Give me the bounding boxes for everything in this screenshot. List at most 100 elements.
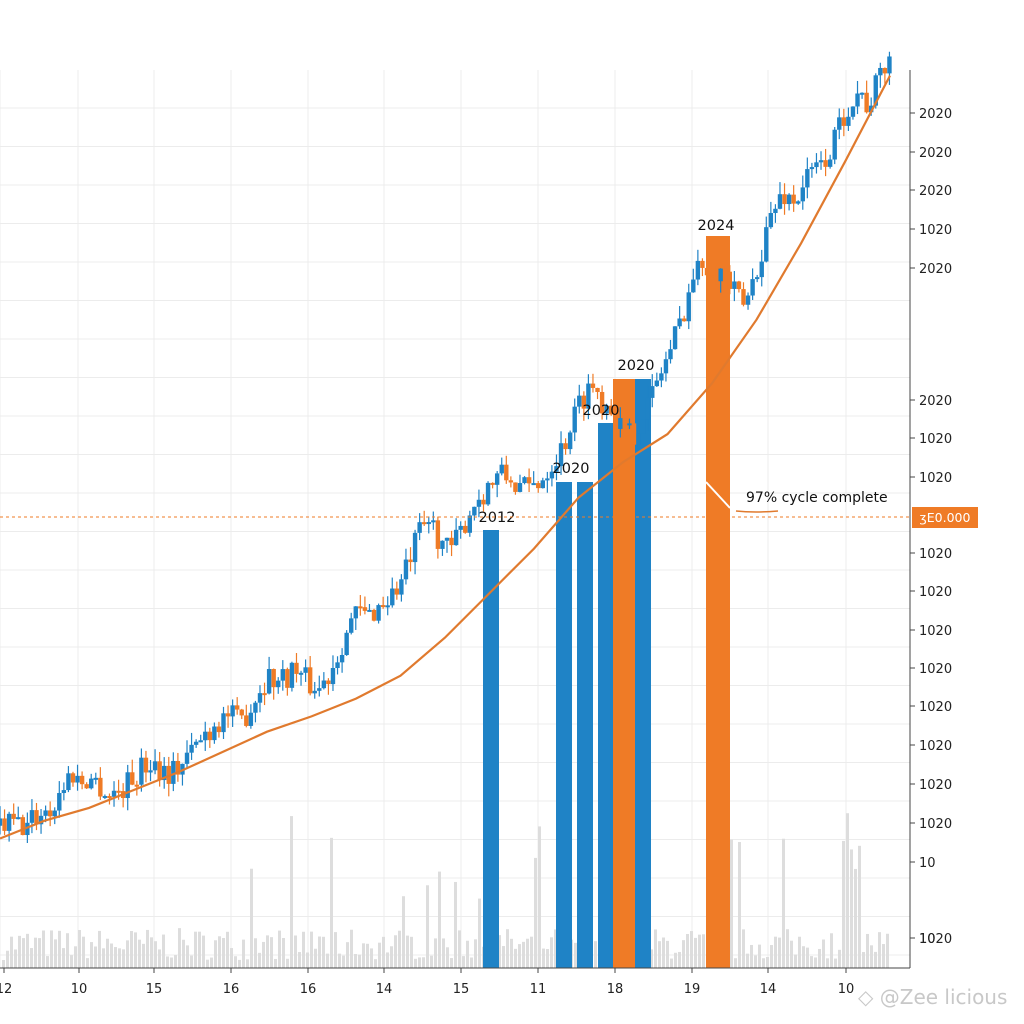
volume-histogram [2, 813, 889, 968]
moving-average [0, 75, 891, 840]
candle-body [203, 731, 208, 741]
volume-bar [830, 933, 833, 968]
volume-bar [274, 958, 277, 968]
candle-body [198, 740, 203, 743]
candle-body [266, 669, 272, 694]
cycle-bar-5 [613, 379, 635, 968]
cycle-bar-2 [556, 482, 572, 968]
candle-body [490, 482, 495, 485]
volume-bar [442, 938, 445, 968]
y-tick-label: 1020 [919, 432, 952, 447]
volume-bar [18, 935, 21, 968]
x-tick-label: 15 [146, 982, 163, 997]
volume-bar [510, 938, 513, 968]
candle-body [317, 688, 322, 691]
volume-bar [774, 936, 777, 968]
candle-body [29, 810, 35, 823]
candle-body [887, 56, 892, 74]
candle-body [668, 349, 673, 360]
volume-bar [14, 949, 17, 968]
volume-bar [770, 945, 773, 968]
volume-bar [378, 942, 381, 968]
candle-body [344, 632, 349, 656]
candle-body [832, 129, 837, 160]
candle-body [175, 760, 181, 775]
volume-bar [690, 931, 693, 968]
volume-bar [166, 956, 169, 968]
volume-bar [122, 949, 125, 968]
volume-bar [218, 936, 221, 968]
volume-bar [426, 885, 429, 968]
y-tick-label: 2020 [919, 262, 952, 277]
candle-body [162, 765, 167, 781]
volume-bar [310, 931, 313, 968]
candle-body [654, 380, 660, 387]
y-tick-label: 2020 [919, 184, 952, 199]
volume-bar [862, 952, 865, 968]
candle-body [640, 419, 646, 434]
candle-body [545, 478, 550, 481]
candle-body [663, 359, 669, 374]
y-tick-label: 1020 [919, 778, 952, 793]
volume-bar [506, 929, 509, 968]
volume-bar [342, 955, 345, 968]
volume-bar [162, 934, 165, 968]
volume-bar [126, 940, 129, 968]
candle-body [431, 520, 436, 523]
x-tick-label: 18 [607, 982, 624, 997]
volume-bar [150, 937, 153, 968]
volume-bar [822, 939, 825, 968]
volume-bar [182, 939, 185, 968]
candle-body [517, 483, 523, 492]
candle-body [312, 690, 317, 694]
volume-bar [366, 943, 369, 968]
volume-bar [66, 933, 69, 968]
candle-body [98, 777, 103, 797]
volume-bar [290, 816, 293, 968]
volume-bar [298, 952, 301, 968]
candle-body [0, 818, 3, 826]
candle-body [189, 744, 194, 753]
volume-bar [222, 937, 225, 968]
volume-bar [142, 943, 145, 968]
x-tick-label: 12 [0, 982, 12, 997]
volume-bar [518, 944, 521, 968]
candle-body [280, 669, 285, 681]
candle-body [257, 693, 263, 703]
candle-body [321, 680, 327, 689]
candle-body [704, 267, 710, 276]
candle-body [645, 397, 650, 420]
volume-bar [314, 948, 317, 968]
volume-bar [94, 946, 97, 968]
cycle-bar-6 [635, 379, 651, 968]
candle-body [777, 194, 783, 209]
volume-bar [354, 954, 357, 968]
candle-body [723, 268, 728, 272]
candle-body [522, 477, 527, 484]
candle-body [531, 483, 536, 486]
cycle-bar-label-5: 2020 [618, 358, 655, 374]
candle-body [485, 482, 491, 505]
candle-body [814, 162, 819, 168]
volume-bar [746, 953, 749, 968]
volume-bar [6, 950, 9, 968]
candle-body [691, 279, 696, 293]
watermark: ◇ @Zee licious [858, 985, 1007, 1009]
candle-body [859, 92, 865, 95]
volume-bar [454, 881, 457, 968]
candle-body [25, 822, 30, 836]
candle-body [330, 668, 336, 685]
cycle-bar-3 [577, 482, 593, 968]
cycle-bar-4 [598, 423, 614, 968]
candle-body [66, 773, 71, 791]
volume-bar [530, 936, 533, 968]
volume-bar [666, 940, 669, 968]
candle-body [732, 281, 737, 289]
candle-body [16, 817, 21, 820]
cycle-bar-7 [706, 236, 730, 968]
cycle-bar-label-1: 2012 [479, 510, 516, 526]
volume-bar [390, 946, 393, 968]
volume-bar [498, 935, 501, 968]
moving-average-line [0, 75, 891, 840]
